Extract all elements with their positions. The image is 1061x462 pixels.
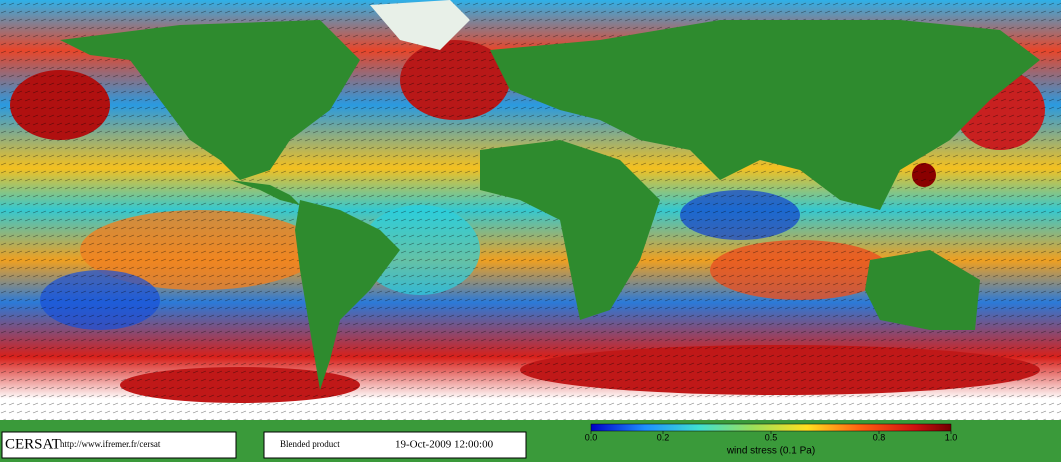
- colorbar-tick-label: 0.8: [873, 432, 886, 442]
- colorbar: [590, 423, 952, 432]
- colorbar-tick-label: 1.0: [945, 432, 958, 442]
- colorbar-label: wind stress (0.1 Pa): [726, 446, 815, 457]
- date: 19-Oct-2009 12:00:00: [395, 439, 494, 451]
- colorbar-tick-label: 0.5: [765, 432, 778, 442]
- colorbar-tick-label: 0.0: [585, 432, 598, 442]
- url: http://www.ifremer.fr/cersat: [60, 439, 161, 449]
- product: Blended product: [280, 439, 340, 449]
- product-box: [263, 431, 527, 459]
- logo: CERSAT: [5, 436, 61, 452]
- logo-box: [1, 431, 237, 459]
- colorbar-tick-label: 0.2: [657, 432, 670, 442]
